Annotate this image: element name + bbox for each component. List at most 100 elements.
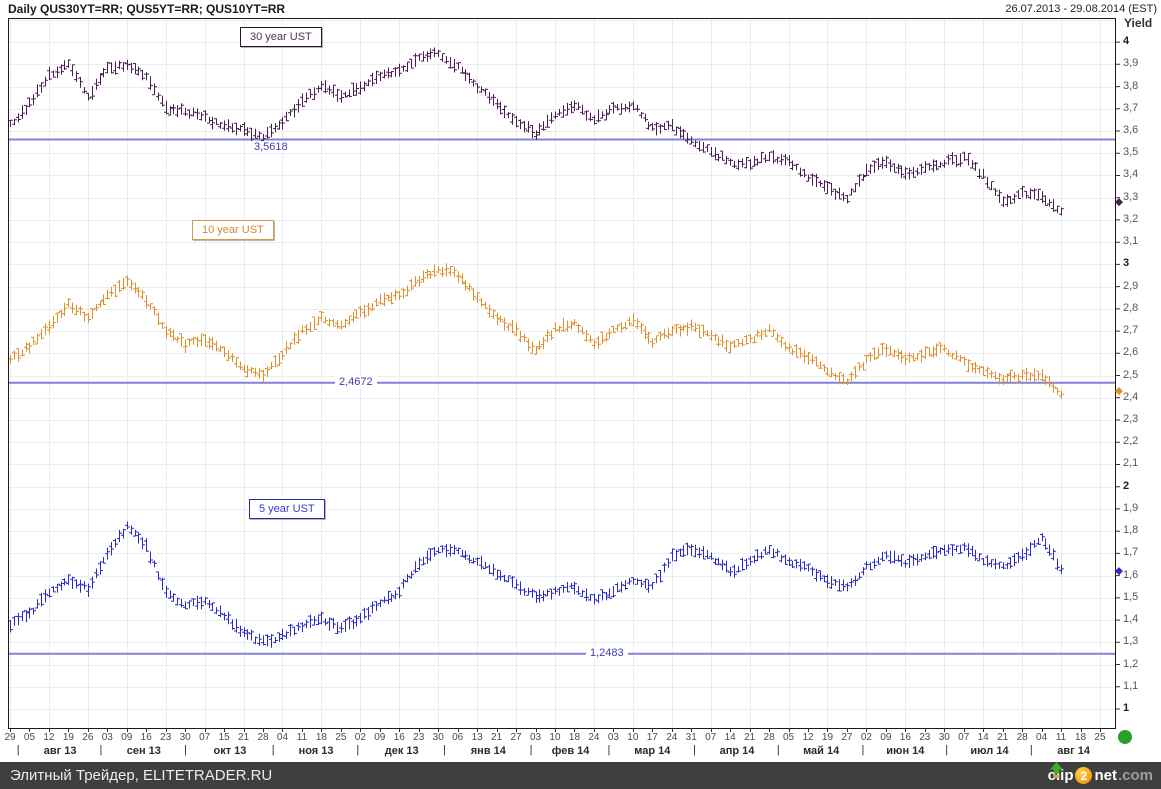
x-day-label: 03 <box>529 732 542 743</box>
y-tick-label-2,4: 2,4 <box>1123 390 1139 403</box>
month-separator: | <box>443 744 446 756</box>
y-tick-label-2,3: 2,3 <box>1123 413 1139 425</box>
price-chart[interactable] <box>0 0 1161 762</box>
x-day-label: 25 <box>1094 732 1106 743</box>
x-day-label: 14 <box>724 732 736 743</box>
x-day-label: 28 <box>763 732 775 743</box>
y-tick-label-3,4: 3,4 <box>1123 168 1139 181</box>
x-day-label: 17 <box>646 732 658 743</box>
month-separator: | <box>271 744 275 756</box>
x-day-label: 23 <box>919 732 931 743</box>
footer-bar: Элитный Трейдер, ELITETRADER.RU clip 2 n… <box>0 762 1161 789</box>
level-line-label-30y: 3,5618 <box>250 141 292 153</box>
grid-lines <box>8 18 1116 729</box>
x-month-label: май 14 <box>803 745 840 757</box>
y-tick-label-2,7: 2,7 <box>1123 324 1139 337</box>
month-separator: | <box>861 744 865 756</box>
y-tick-label-2,6: 2,6 <box>1123 346 1139 359</box>
month-separator: | <box>99 744 103 756</box>
x-day-label: 18 <box>1074 732 1087 743</box>
month-separator: | <box>693 744 696 756</box>
x-day-label: 27 <box>510 732 522 743</box>
x-day-label: 30 <box>179 732 191 743</box>
x-day-label: 16 <box>899 732 911 743</box>
y-tick-label-4: 4 <box>1123 35 1130 48</box>
x-day-label: 10 <box>627 732 639 743</box>
x-day-label: 28 <box>1016 732 1028 743</box>
y-tick-label-1,1: 1,1 <box>1123 679 1139 692</box>
x-month-label: янв 14 <box>470 745 506 757</box>
plot-border <box>8 18 1116 729</box>
x-month-label: апр 14 <box>719 745 755 757</box>
series-label-30-year-ust: 30 year UST <box>240 27 322 47</box>
x-day-label: 09 <box>374 732 386 743</box>
x-day-label: 24 <box>588 732 600 743</box>
x-day-label: 21 <box>744 732 756 743</box>
x-month-label: авг 14 <box>1057 745 1091 757</box>
x-month-label: сен 13 <box>126 745 161 757</box>
x-day-label: 21 <box>491 732 503 743</box>
x-day-label: 19 <box>821 732 834 743</box>
chart-title: Daily QUS30YT=RR; QUS5YT=RR; QUS10YT=RR <box>8 2 286 16</box>
y-tick-label-1: 1 <box>1123 702 1130 714</box>
x-day-label: 16 <box>140 732 152 743</box>
month-separator: | <box>184 744 187 756</box>
x-day-label: 14 <box>977 732 989 743</box>
x-day-label: 07 <box>199 732 211 743</box>
x-day-label: 07 <box>958 732 970 743</box>
last-price-marker-1 <box>1115 387 1123 396</box>
x-day-label: 29 <box>4 732 16 743</box>
x-day-label: 02 <box>860 732 872 743</box>
x-day-label: 05 <box>23 732 36 743</box>
x-day-label: 23 <box>413 732 425 743</box>
y-axis-ticks <box>1115 41 1120 710</box>
y-axis-title: Yield <box>1124 16 1153 30</box>
x-month-label: мар 14 <box>634 745 671 757</box>
y-tick-label-2,1: 2,1 <box>1123 457 1139 470</box>
x-month-label: авг 13 <box>43 745 77 757</box>
x-day-label: 11 <box>1055 732 1067 743</box>
x-day-label: 16 <box>393 732 405 743</box>
y-tick-label-2,9: 2,9 <box>1123 279 1139 292</box>
y-tick-label-3,5: 3,5 <box>1123 146 1139 159</box>
x-day-label: 30 <box>432 732 444 743</box>
level-line-label-10y: 2,4672 <box>335 376 377 388</box>
x-month-label: июл 14 <box>970 745 1009 757</box>
y-tick-label-3,7: 3,7 <box>1123 101 1139 114</box>
series-label-10-year-ust: 10 year UST <box>192 220 274 240</box>
x-day-label: 05 <box>782 732 795 743</box>
y-tick-label-2: 2 <box>1123 479 1130 492</box>
x-day-label: 12 <box>43 732 55 743</box>
date-range: 26.07.2013 - 29.08.2014 (EST) <box>1005 3 1157 15</box>
x-day-label: 24 <box>666 732 678 743</box>
month-separator: | <box>776 744 780 756</box>
x-day-label: 07 <box>705 732 717 743</box>
x-day-label: 26 <box>82 732 94 743</box>
last-price-marker-2 <box>1115 567 1123 576</box>
y-tick-label-1,5: 1,5 <box>1123 590 1139 603</box>
x-day-label: 23 <box>160 732 172 743</box>
logo-com-text: .com <box>1117 767 1153 784</box>
x-day-label: 19 <box>62 732 74 743</box>
y-tick-label-3,2: 3,2 <box>1123 212 1139 225</box>
x-month-label: окт 13 <box>213 745 247 757</box>
month-separator: | <box>607 744 611 756</box>
logo-net-text: net <box>1094 767 1117 784</box>
y-tick-label-1,4: 1,4 <box>1123 613 1139 626</box>
clip2net-logo: clip 2 net .com <box>1048 762 1153 789</box>
x-day-label: 04 <box>276 732 289 743</box>
x-day-label: 03 <box>101 732 113 743</box>
x-day-label: 12 <box>802 732 814 743</box>
x-day-label: 09 <box>121 732 133 743</box>
month-separator: | <box>1029 744 1033 756</box>
x-day-label: 30 <box>938 732 950 743</box>
x-day-label: 31 <box>685 732 697 743</box>
y-tick-label-1,6: 1,6 <box>1123 568 1139 581</box>
ohlc-bars-0 <box>8 47 1064 216</box>
x-month-label: июн 14 <box>886 745 925 757</box>
y-tick-label-1,7: 1,7 <box>1123 546 1139 559</box>
y-tick-label-2,5: 2,5 <box>1123 368 1139 381</box>
x-day-label: 10 <box>549 732 561 743</box>
y-tick-label-3: 3 <box>1123 257 1130 270</box>
